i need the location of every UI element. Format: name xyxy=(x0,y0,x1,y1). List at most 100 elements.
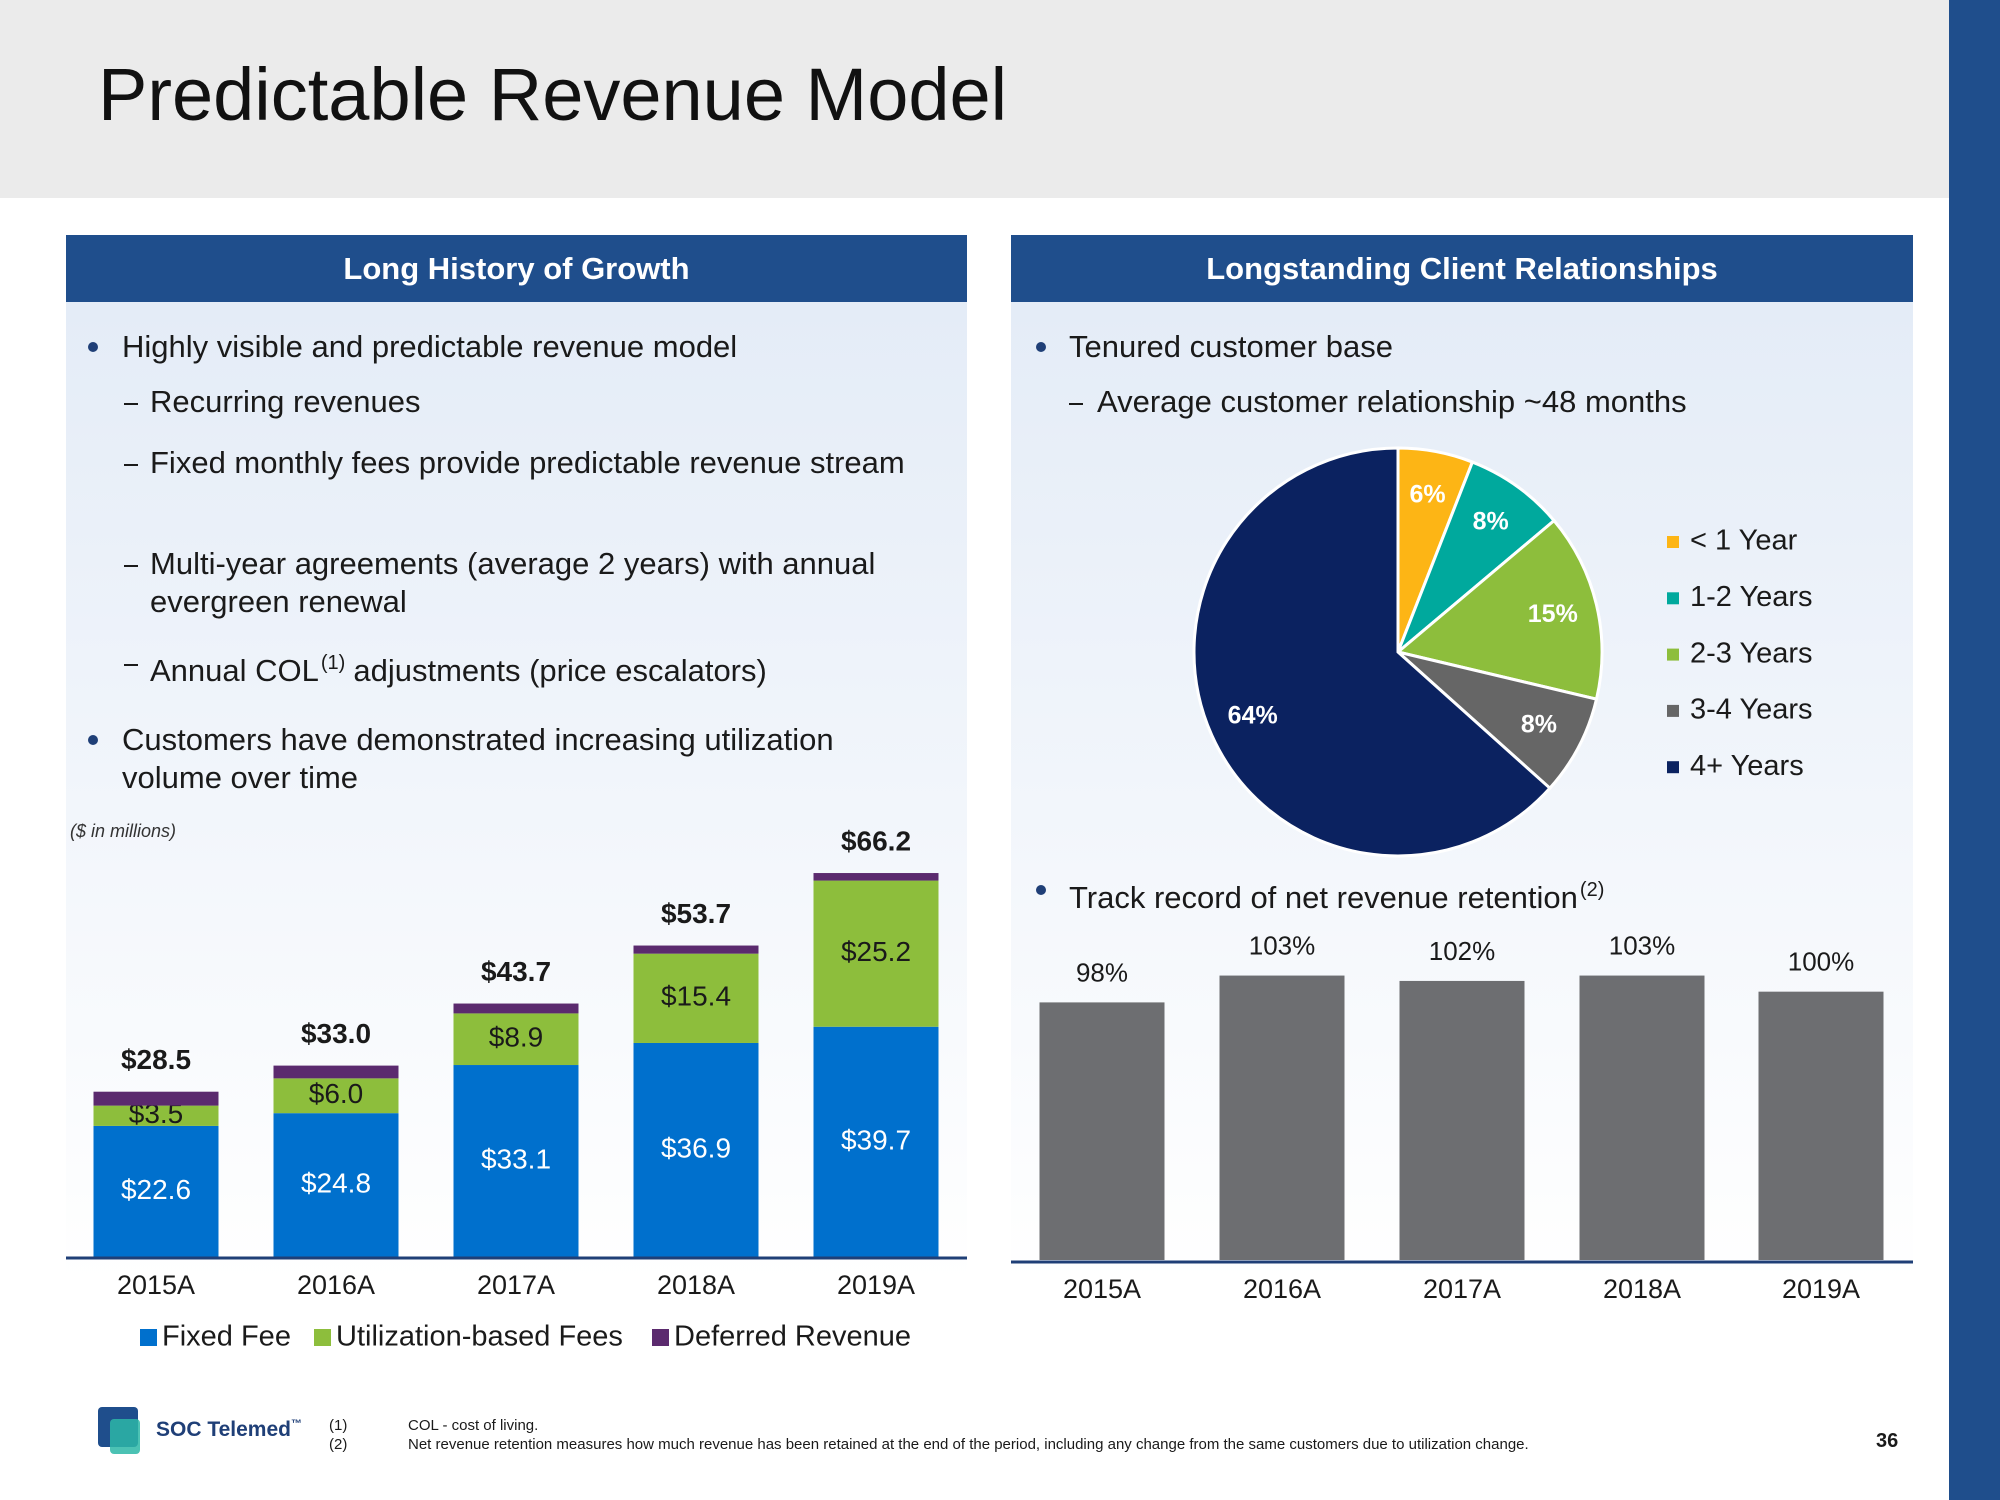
pie-slice xyxy=(1396,650,1599,791)
chart-subtitle: ($ in millions) xyxy=(70,821,176,841)
bar xyxy=(1758,991,1884,1260)
slice-label: 6% xyxy=(1409,480,1445,508)
bar-segment xyxy=(273,1078,399,1114)
legend-label: 3-4 Years xyxy=(1690,694,1813,726)
sub-bullet-text: Annual COL (1) adjustments (price escalato… xyxy=(150,644,932,690)
sub-bullet-text: Average customer relationship ~48 months xyxy=(1097,383,1869,421)
legend-label: 4+ Years xyxy=(1690,750,1804,782)
footnote-marker: (2) xyxy=(329,1436,348,1453)
value-label: 102% xyxy=(1429,936,1496,966)
x-tick-label: 2016A xyxy=(297,1270,375,1300)
panel-header: Long History of Growth xyxy=(66,235,967,302)
pie-slice xyxy=(1394,518,1604,701)
bar-segment xyxy=(633,945,759,954)
logo-text: SOC Telemed™ xyxy=(156,1418,310,1442)
sub-dash xyxy=(124,403,138,405)
slice-label: 64% xyxy=(1228,701,1278,729)
panel-header: Longstanding Client Relationships xyxy=(1011,235,1913,302)
value-label: 103% xyxy=(1249,930,1316,960)
segment-label: $24.8 xyxy=(301,1167,371,1198)
bar xyxy=(1579,975,1705,1260)
slice-label: 8% xyxy=(1473,507,1509,535)
segment-label: $39.7 xyxy=(841,1124,911,1155)
bar-segment xyxy=(633,953,759,1043)
sub-bullet-label: adjustments (price escalators) xyxy=(353,653,767,688)
bullet-dot xyxy=(1036,885,1046,895)
slice-label: 8% xyxy=(1521,710,1557,738)
x-tick-label: 2016A xyxy=(1243,1274,1321,1304)
bullet-dot xyxy=(88,735,98,745)
bar-segment xyxy=(93,1125,219,1257)
bar xyxy=(1399,980,1525,1260)
sub-dash xyxy=(124,565,138,567)
footnote-marker: (1) xyxy=(329,1417,348,1434)
pie-slice xyxy=(1396,460,1557,654)
bullet-label: Highly visible and predictable revenue m… xyxy=(122,329,738,364)
bar-segment xyxy=(453,1013,579,1066)
bar-segment xyxy=(813,1026,939,1257)
bar xyxy=(1039,1002,1165,1260)
bar-segment xyxy=(453,1065,579,1257)
title-band xyxy=(0,0,2000,198)
bullet-dot xyxy=(1036,342,1046,352)
total-label: $28.5 xyxy=(121,1044,191,1075)
bar-segment xyxy=(453,1003,579,1014)
bullet-label: Customers have demonstrated increasing u… xyxy=(122,722,834,795)
x-tick-label: 2015A xyxy=(117,1270,195,1300)
bullet-text: Tenured customer base xyxy=(1069,328,1869,366)
sub-dash xyxy=(124,664,138,666)
segment-label: $36.9 xyxy=(661,1132,731,1163)
x-tick-label: 2017A xyxy=(1423,1274,1501,1304)
bullet-text: Customers have demonstrated increasing u… xyxy=(122,721,932,797)
bar-segment xyxy=(273,1113,399,1257)
footnote-ref: (1) xyxy=(320,652,346,674)
legend-swatch xyxy=(1667,648,1679,661)
bullet-text: Track record of net revenue retention (2) xyxy=(1069,871,1869,917)
legend-label: Deferred Revenue xyxy=(674,1321,911,1353)
legend-swatch xyxy=(652,1329,669,1346)
total-label: $43.7 xyxy=(481,956,551,987)
x-tick-label: 2019A xyxy=(1782,1274,1860,1304)
bar-segment xyxy=(813,880,939,1027)
segment-label: $15.4 xyxy=(661,981,731,1012)
bar-segment xyxy=(273,1065,399,1079)
legend-label: Utilization-based Fees xyxy=(336,1321,623,1353)
sub-bullet-label: Fixed monthly fees provide predictable r… xyxy=(150,445,905,480)
bar-segment xyxy=(633,1042,759,1257)
total-label: $53.7 xyxy=(661,898,731,929)
x-tick-label: 2017A xyxy=(477,1270,555,1300)
total-label: $33.0 xyxy=(301,1018,371,1049)
legend-swatch xyxy=(314,1329,331,1346)
bar xyxy=(1219,975,1345,1260)
legend-swatch xyxy=(1667,592,1679,605)
segment-label: $6.0 xyxy=(309,1078,364,1109)
sub-bullet-text: Multi-year agreements (average 2 years) … xyxy=(150,545,932,621)
slice-label: 15% xyxy=(1528,600,1578,628)
slide-title: Predictable Revenue Model xyxy=(98,53,1008,136)
bar-segment xyxy=(93,1091,219,1106)
sub-bullet-text: Recurring revenues xyxy=(150,383,932,421)
pie-slice xyxy=(1192,446,1553,858)
segment-label: $22.6 xyxy=(121,1174,191,1205)
legend-label: 1-2 Years xyxy=(1690,581,1813,613)
footnote-ref: (2) xyxy=(1579,879,1605,901)
bullet-dot xyxy=(88,342,98,352)
logo-mark xyxy=(110,1419,140,1454)
logo-name: SOC Telemed xyxy=(156,1418,291,1441)
legend-swatch xyxy=(1667,704,1679,717)
bar-segment xyxy=(813,873,939,881)
x-tick-label: 2018A xyxy=(657,1270,735,1300)
bullet-text: Highly visible and predictable revenue m… xyxy=(122,328,932,366)
x-tick-label: 2018A xyxy=(1603,1274,1681,1304)
legend-swatch xyxy=(1667,761,1679,774)
side-strip xyxy=(1949,0,2000,1500)
value-label: 100% xyxy=(1788,947,1855,977)
value-label: 103% xyxy=(1609,930,1676,960)
sub-bullet-label: Multi-year agreements (average 2 years) … xyxy=(150,546,876,619)
sub-dash xyxy=(1069,403,1083,405)
sub-bullet-text: Fixed monthly fees provide predictable r… xyxy=(150,444,932,482)
legend-swatch xyxy=(1667,536,1679,548)
sub-bullet-label: Recurring revenues xyxy=(150,384,421,419)
